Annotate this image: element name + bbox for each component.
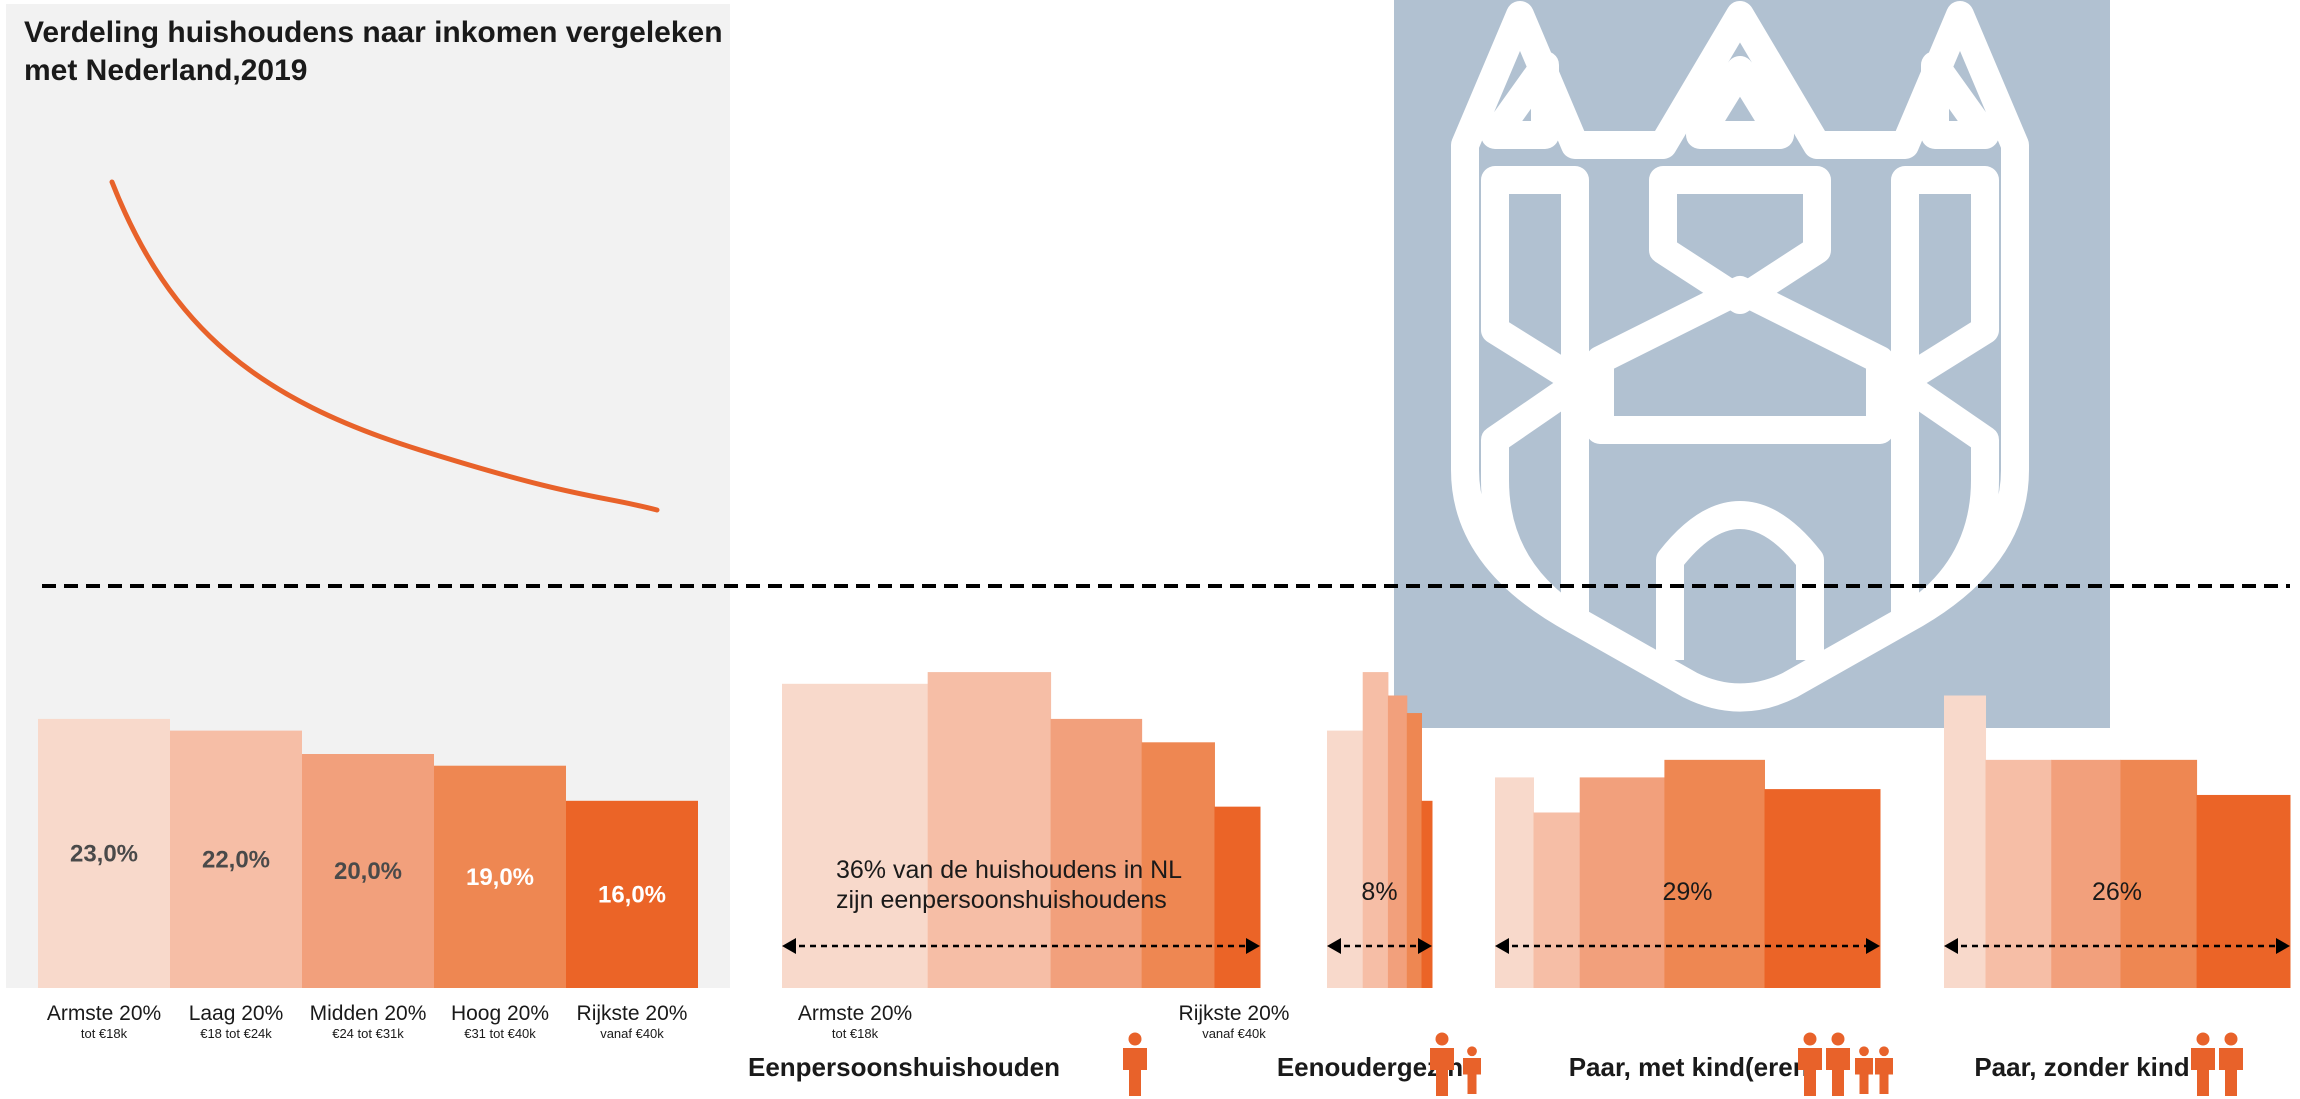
tick-sublabel: €31 tot €40k — [464, 1026, 536, 1041]
bar-3 — [1050, 718, 1143, 988]
tick-sublabel: tot €18k — [81, 1026, 128, 1041]
bar-4 — [2120, 759, 2198, 988]
tick-sublabel: €18 tot €24k — [200, 1026, 272, 1041]
arrow-head-left — [1944, 938, 1958, 954]
tick-label: Midden 20% — [310, 1002, 427, 1025]
bar-4 — [1406, 713, 1422, 988]
arrow-head-left — [782, 938, 796, 954]
bar-1 — [1495, 777, 1534, 988]
bar-3 — [1387, 695, 1408, 988]
bar-2 — [170, 730, 302, 988]
child-icon — [1463, 1046, 1481, 1094]
tick-label: Hoog 20% — [451, 1002, 549, 1025]
bar-value-label: 20,0% — [334, 858, 402, 885]
arrow-head-left — [1495, 938, 1509, 954]
arrow-head-left — [1327, 938, 1341, 954]
chart-title: Verdeling huishoudens naar inkomen verge… — [24, 16, 723, 87]
bar-2 — [1362, 672, 1389, 988]
bar-5 — [1421, 800, 1433, 988]
tick-label: Armste 20% — [798, 1002, 912, 1025]
bar-5 — [1214, 806, 1261, 988]
arrow-head-right — [2276, 938, 2290, 954]
share-annotation: 8% — [1361, 878, 1397, 906]
bar-1 — [1327, 730, 1364, 988]
bar-1 — [782, 683, 929, 988]
person-icon — [2191, 1032, 2215, 1096]
arrow-head-right — [1866, 938, 1880, 954]
bar-value-label: 16,0% — [598, 881, 666, 908]
bar-value-label: 22,0% — [202, 846, 270, 873]
bar-1 — [38, 718, 170, 988]
group-title: Eenpersoonshuishouden — [748, 1052, 1060, 1082]
tick-sublabel: vanaf €40k — [1202, 1026, 1266, 1041]
tick-label: Laag 20% — [189, 1002, 284, 1025]
child-icon — [1855, 1046, 1873, 1094]
bar-3 — [302, 754, 434, 988]
tick-label: Rijkste 20% — [1179, 1002, 1290, 1025]
person-icon — [2219, 1032, 2243, 1096]
group-title: Paar, zonder kind — [1974, 1052, 2189, 1082]
tick-label: Rijkste 20% — [577, 1002, 688, 1025]
annotation-line-1: 36% van de huishoudens in NL — [836, 856, 1182, 884]
bar-5 — [2196, 794, 2291, 988]
bar-value-label: 23,0% — [70, 840, 138, 867]
share-annotation: 29% — [1662, 878, 1712, 906]
arrow-head-right — [1246, 938, 1260, 954]
bar-2 — [1533, 812, 1581, 988]
share-annotation: 26% — [2092, 878, 2142, 906]
bar-5 — [1764, 789, 1881, 988]
bar-value-label: 19,0% — [466, 864, 534, 891]
bar-4 — [434, 765, 566, 988]
parent-icon — [1430, 1032, 1454, 1096]
group-title: Paar, met kind(eren) — [1569, 1052, 1818, 1082]
child-icon — [1875, 1046, 1893, 1094]
parent-icon — [1798, 1032, 1822, 1096]
bar-1 — [1944, 695, 1987, 988]
tick-sublabel: €24 tot €31k — [332, 1026, 404, 1041]
bar-3 — [1579, 777, 1665, 988]
bar-4 — [1664, 759, 1765, 988]
parent-icon — [1826, 1032, 1850, 1096]
annotation-line-2: zijn eenpersoonshuishoudens — [836, 886, 1167, 914]
tick-sublabel: vanaf €40k — [600, 1026, 664, 1041]
arrow-head-right — [1418, 938, 1432, 954]
trend-curve — [109, 179, 660, 513]
bar-5 — [566, 800, 698, 988]
tick-label: Armste 20% — [47, 1002, 161, 1025]
city-shield-logo — [1394, 0, 2110, 728]
person-single-icon — [1123, 1032, 1147, 1096]
bar-2 — [927, 672, 1052, 988]
bar-2 — [1985, 759, 2052, 988]
tick-sublabel: tot €18k — [832, 1026, 879, 1041]
bar-3 — [2051, 759, 2121, 988]
